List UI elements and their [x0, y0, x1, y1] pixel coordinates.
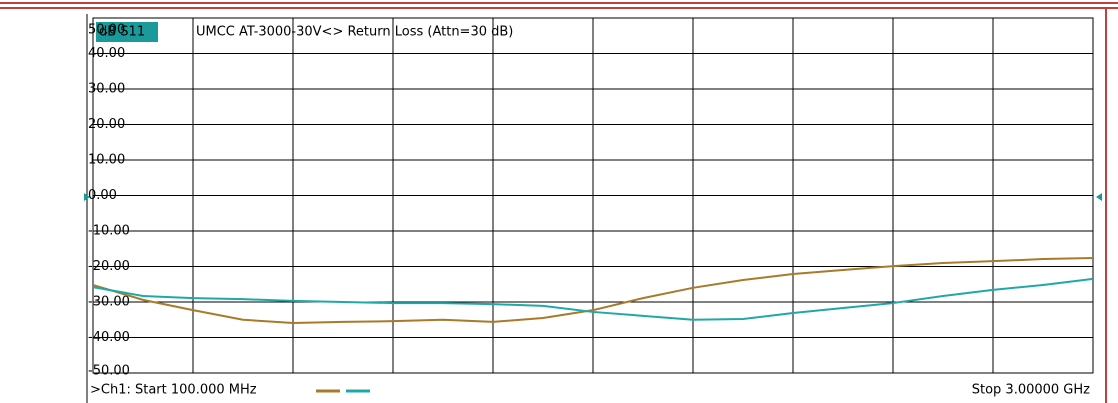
trace-line [92, 277, 1094, 321]
trace-label: dB S11 [99, 25, 145, 40]
trace-line [92, 256, 1094, 324]
stop-label: Stop 3.00000 GHz [972, 383, 1090, 398]
reference-marker [1096, 193, 1102, 201]
start-label: >Ch1: Start 100.000 MHz [90, 383, 257, 398]
y-tick-label: 50.00 [88, 23, 125, 38]
reference-marker [84, 193, 90, 201]
chart-title: UMCC AT-3000-30V<> Return Loss (Attn=30 … [196, 25, 513, 40]
trace-badge [96, 22, 158, 42]
y-tick-label: -50.00 [88, 364, 130, 379]
